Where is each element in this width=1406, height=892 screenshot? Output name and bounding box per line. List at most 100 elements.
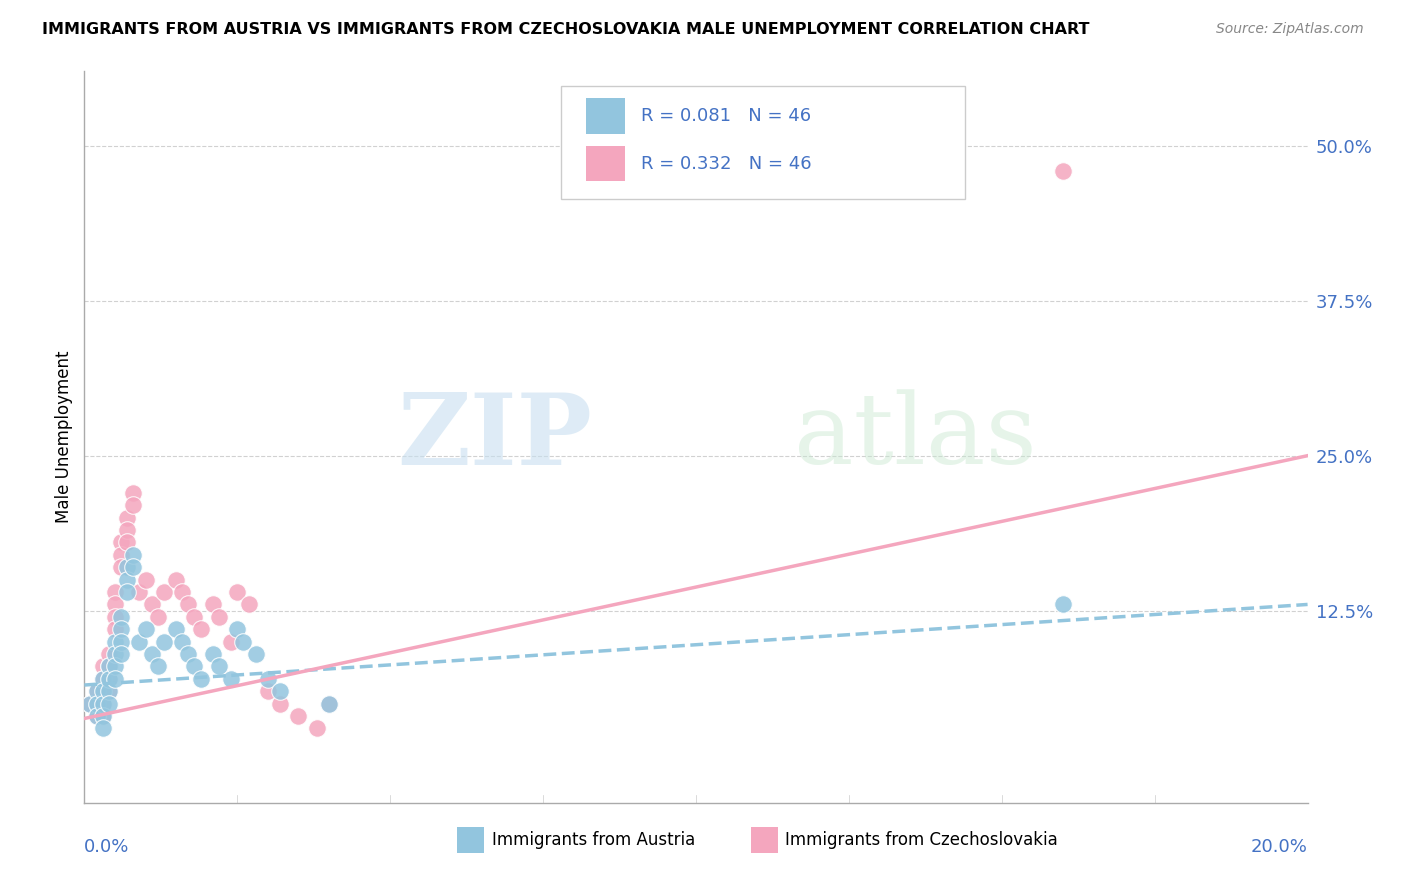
Text: 20.0%: 20.0% <box>1251 838 1308 855</box>
Point <box>183 610 205 624</box>
Point <box>110 610 132 624</box>
FancyBboxPatch shape <box>457 827 484 853</box>
Point <box>79 697 101 711</box>
Point <box>257 684 280 698</box>
Point <box>122 486 145 500</box>
Point <box>1052 598 1074 612</box>
Point <box>165 622 187 636</box>
Point <box>97 697 120 711</box>
FancyBboxPatch shape <box>751 827 778 853</box>
Point <box>1052 163 1074 178</box>
Point <box>226 622 249 636</box>
Point <box>104 634 127 648</box>
Point <box>91 672 114 686</box>
Point <box>104 672 127 686</box>
Point <box>305 722 328 736</box>
FancyBboxPatch shape <box>561 86 965 200</box>
Point <box>165 573 187 587</box>
Point <box>97 672 120 686</box>
Point <box>201 598 224 612</box>
Point <box>172 585 194 599</box>
Point <box>287 709 309 723</box>
Point <box>86 697 108 711</box>
Point <box>97 659 120 673</box>
Point <box>190 672 212 686</box>
Point <box>97 659 120 673</box>
Point <box>110 548 132 562</box>
Point <box>104 622 127 636</box>
Point <box>153 634 176 648</box>
Point <box>115 510 138 524</box>
Point <box>91 697 114 711</box>
Point <box>122 560 145 574</box>
Point <box>269 697 291 711</box>
Point <box>257 672 280 686</box>
Point <box>97 672 120 686</box>
Point <box>104 647 127 661</box>
Point <box>238 598 260 612</box>
Point <box>122 498 145 512</box>
Point <box>91 684 114 698</box>
Point <box>104 598 127 612</box>
Point <box>91 684 114 698</box>
Point <box>208 610 231 624</box>
Point <box>91 697 114 711</box>
Point <box>115 560 138 574</box>
Point <box>97 684 120 698</box>
Point <box>153 585 176 599</box>
Point <box>128 585 150 599</box>
Text: ZIP: ZIP <box>396 389 592 485</box>
Point <box>97 647 120 661</box>
Point <box>79 697 101 711</box>
Point <box>177 598 200 612</box>
Point <box>91 722 114 736</box>
Point <box>135 622 157 636</box>
Point <box>115 523 138 537</box>
Point <box>91 709 114 723</box>
Point <box>110 535 132 549</box>
Text: IMMIGRANTS FROM AUSTRIA VS IMMIGRANTS FROM CZECHOSLOVAKIA MALE UNEMPLOYMENT CORR: IMMIGRANTS FROM AUSTRIA VS IMMIGRANTS FR… <box>42 22 1090 37</box>
Point <box>146 610 169 624</box>
Point <box>91 672 114 686</box>
Point <box>110 560 132 574</box>
Point <box>318 697 340 711</box>
FancyBboxPatch shape <box>586 146 626 181</box>
Point <box>91 709 114 723</box>
Text: Immigrants from Austria: Immigrants from Austria <box>492 831 695 849</box>
Point <box>208 659 231 673</box>
Point <box>201 647 224 661</box>
Point <box>190 622 212 636</box>
Text: R = 0.332   N = 46: R = 0.332 N = 46 <box>641 154 811 172</box>
Text: R = 0.081   N = 46: R = 0.081 N = 46 <box>641 107 811 125</box>
FancyBboxPatch shape <box>586 98 626 134</box>
Point <box>135 573 157 587</box>
Point <box>97 684 120 698</box>
Point <box>232 634 254 648</box>
Point <box>269 684 291 698</box>
Point <box>115 573 138 587</box>
Point <box>110 647 132 661</box>
Text: Immigrants from Czechoslovakia: Immigrants from Czechoslovakia <box>786 831 1059 849</box>
Point <box>128 634 150 648</box>
Point <box>86 697 108 711</box>
Point <box>110 622 132 636</box>
Point <box>91 659 114 673</box>
Point <box>226 585 249 599</box>
Point <box>86 709 108 723</box>
Y-axis label: Male Unemployment: Male Unemployment <box>55 351 73 524</box>
Text: atlas: atlas <box>794 389 1036 485</box>
Point <box>110 634 132 648</box>
Point <box>177 647 200 661</box>
Point <box>318 697 340 711</box>
Point <box>104 585 127 599</box>
Point <box>122 548 145 562</box>
Point <box>115 535 138 549</box>
Point <box>146 659 169 673</box>
Text: Source: ZipAtlas.com: Source: ZipAtlas.com <box>1216 22 1364 37</box>
Point <box>141 598 163 612</box>
Text: 0.0%: 0.0% <box>84 838 129 855</box>
Point <box>245 647 267 661</box>
Point <box>219 634 242 648</box>
Point <box>141 647 163 661</box>
Point <box>86 684 108 698</box>
